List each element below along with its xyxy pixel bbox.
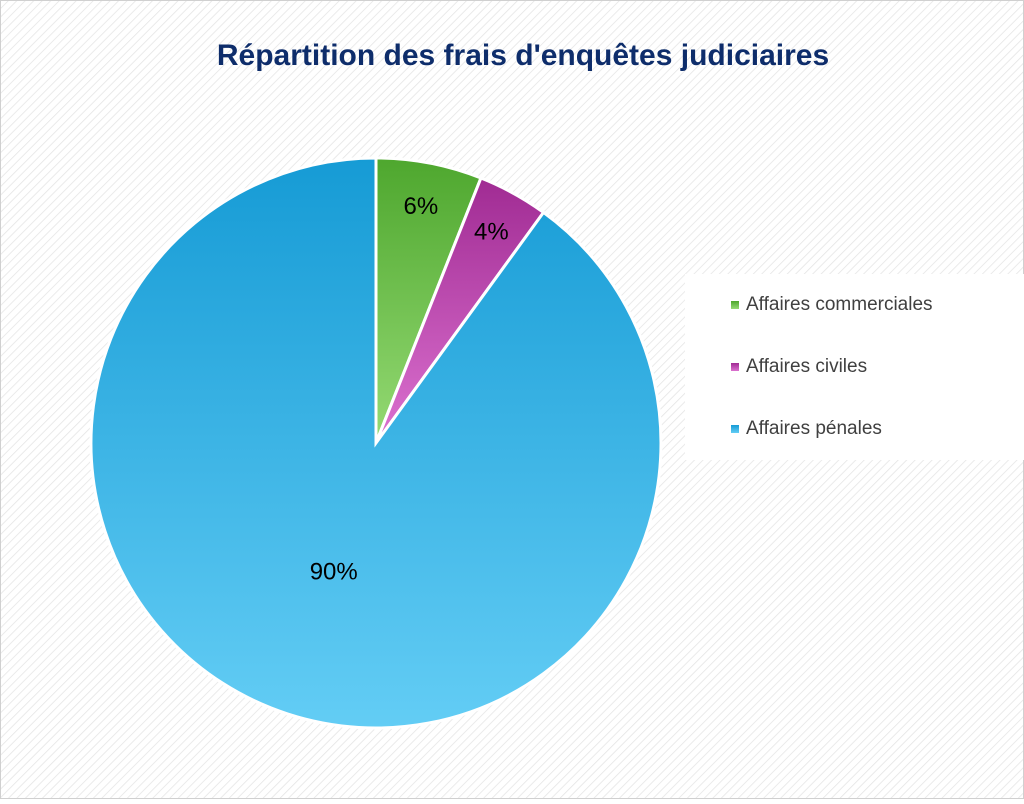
legend-marker: [731, 363, 739, 371]
data-label: 6%: [404, 193, 439, 220]
data-label: 90%: [310, 558, 358, 585]
data-label: 4%: [474, 219, 509, 246]
legend-marker: [731, 425, 739, 433]
pie-slice: [89, 156, 663, 730]
legend-marker: [731, 301, 739, 309]
legend-label: Affaires pénales: [746, 418, 882, 439]
legend-label: Affaires commerciales: [746, 294, 933, 315]
legend-label: Affaires civiles: [746, 356, 867, 377]
chart-title: Répartition des frais d'enquêtes judicia…: [217, 39, 829, 72]
legend-box: [685, 274, 1024, 460]
